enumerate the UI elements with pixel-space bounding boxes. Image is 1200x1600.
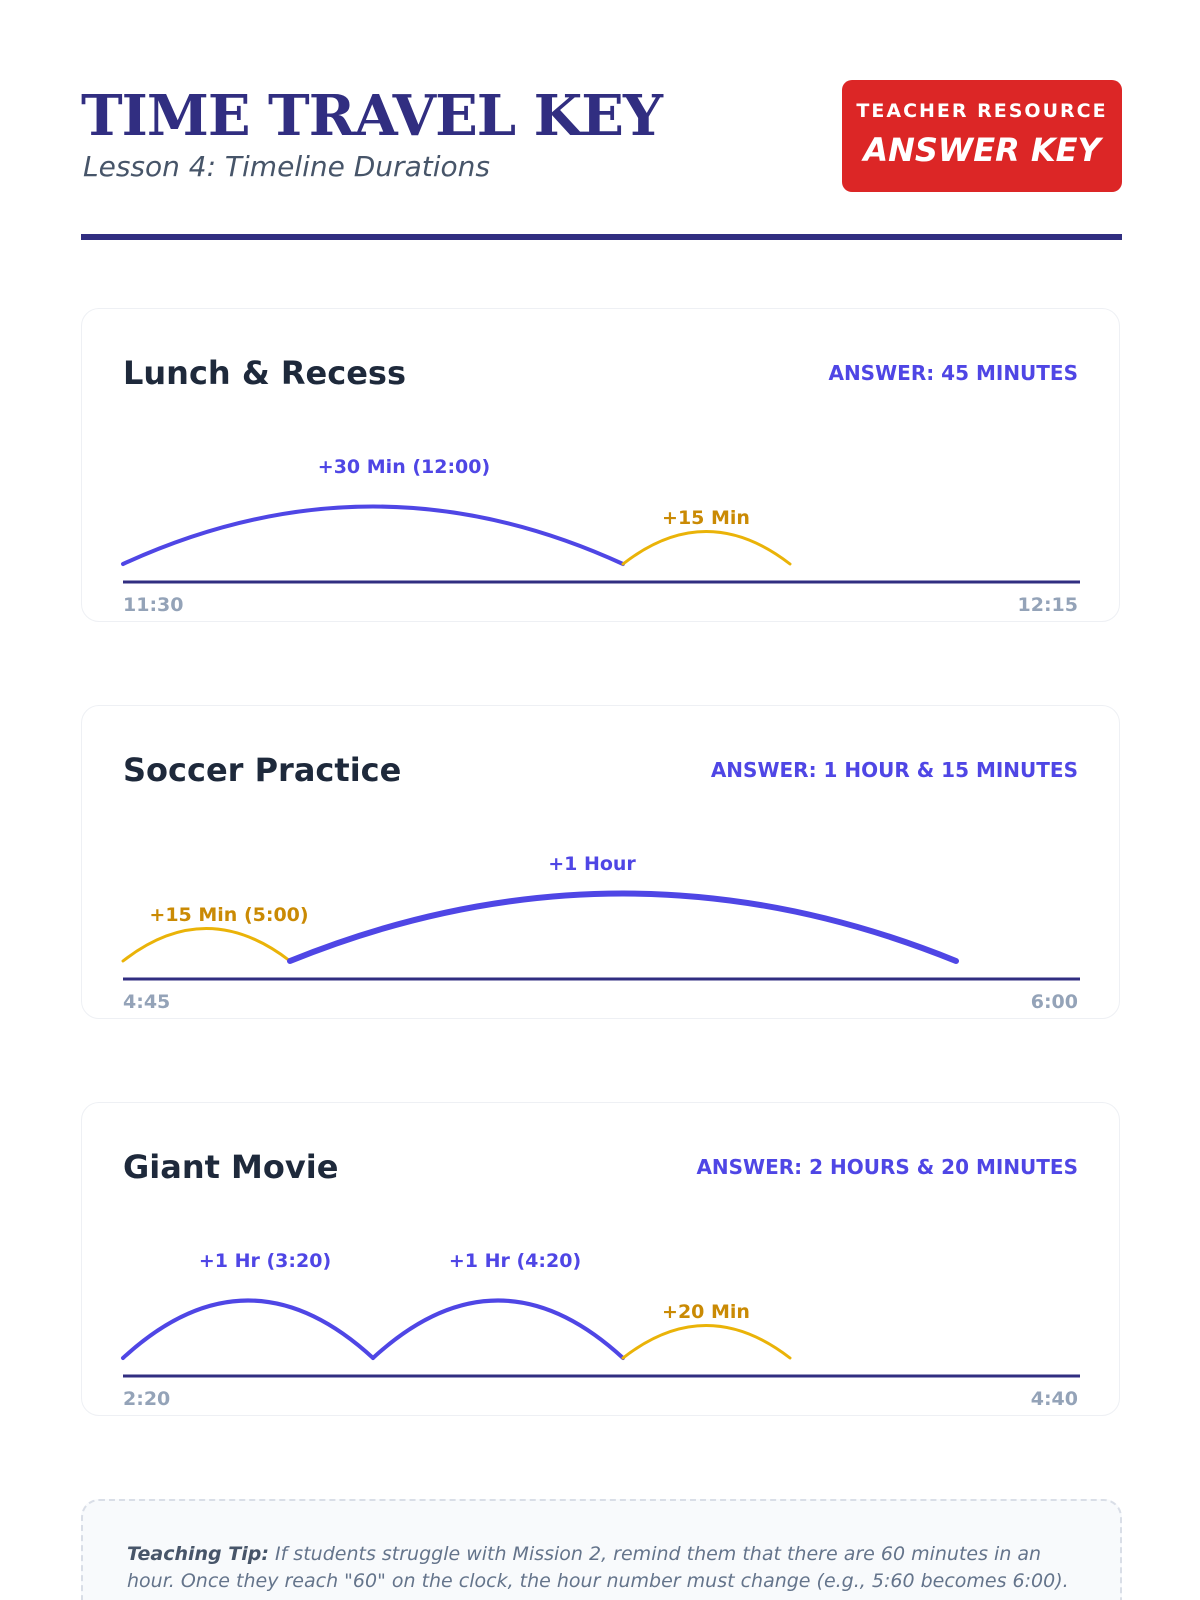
start-time-label: 4:45 [123,991,171,1013]
teaching-tip-box: Teaching Tip: If students struggle with … [81,1499,1122,1600]
lesson-subtitle: Lesson 4: Timeline Durations [83,150,490,183]
badge-top-text: TEACHER RESOURCE [856,100,1108,122]
end-time-label: 12:15 [1017,594,1078,616]
page-header: TIME TRAVEL KEY Lesson 4: Timeline Durat… [81,80,1122,240]
badge-bottom-text: ANSWER KEY [863,131,1101,169]
jump-arc-hour [121,504,625,566]
card-title: Soccer Practice [123,751,402,789]
jump-arc-hour [121,1298,375,1360]
timeline-graphic: +30 Min (12:00) +15 Min [121,456,1080,584]
jump-label: +1 Hour [548,853,636,875]
page-title: TIME TRAVEL KEY [81,83,663,149]
teaching-tip-text: Teaching Tip: If students struggle with … [127,1541,1077,1595]
teaching-tip-label: Teaching Tip: [127,1543,269,1565]
jump-label: +20 Min [662,1301,750,1323]
jump-arc-minute [621,1324,792,1360]
jump-arc-minute [621,530,792,566]
teaching-tip-body: If students struggle with Mission 2, rem… [127,1543,1069,1592]
card-answer: ANSWER: 2 HOURS & 20 MINUTES [696,1155,1078,1179]
card-title: Lunch & Recess [123,354,406,392]
start-time-label: 11:30 [123,594,184,616]
jump-label: +1 Hr (4:20) [449,1250,581,1272]
timeline-graphic: +1 Hr (3:20) +1 Hr (4:20) +20 Min [121,1250,1080,1378]
timeline-card-lunch: Lunch & Recess ANSWER: 45 MINUTES +30 Mi… [81,308,1120,622]
timeline-card-movie: Giant Movie ANSWER: 2 HOURS & 20 MINUTES… [81,1102,1120,1416]
timeline-card-soccer: Soccer Practice ANSWER: 1 HOUR & 15 MINU… [81,705,1120,1019]
jump-arc-minute [121,927,292,963]
timeline-graphic: +15 Min (5:00) +1 Hour [121,853,1080,981]
end-time-label: 4:40 [1030,1388,1078,1410]
card-answer: ANSWER: 45 MINUTES [828,361,1078,385]
answer-key-badge: TEACHER RESOURCE ANSWER KEY [842,80,1122,192]
end-time-label: 6:00 [1030,991,1078,1013]
jump-label: +15 Min [662,507,750,529]
jump-label: +15 Min (5:00) [149,904,308,926]
jump-label: +30 Min (12:00) [318,456,490,478]
header-divider [81,234,1122,240]
start-time-label: 2:20 [123,1388,171,1410]
jump-label: +1 Hr (3:20) [199,1250,331,1272]
card-answer: ANSWER: 1 HOUR & 15 MINUTES [710,758,1078,782]
jump-arc-hour [371,1298,625,1360]
card-title: Giant Movie [123,1148,339,1186]
jump-arc-hour [287,890,959,964]
